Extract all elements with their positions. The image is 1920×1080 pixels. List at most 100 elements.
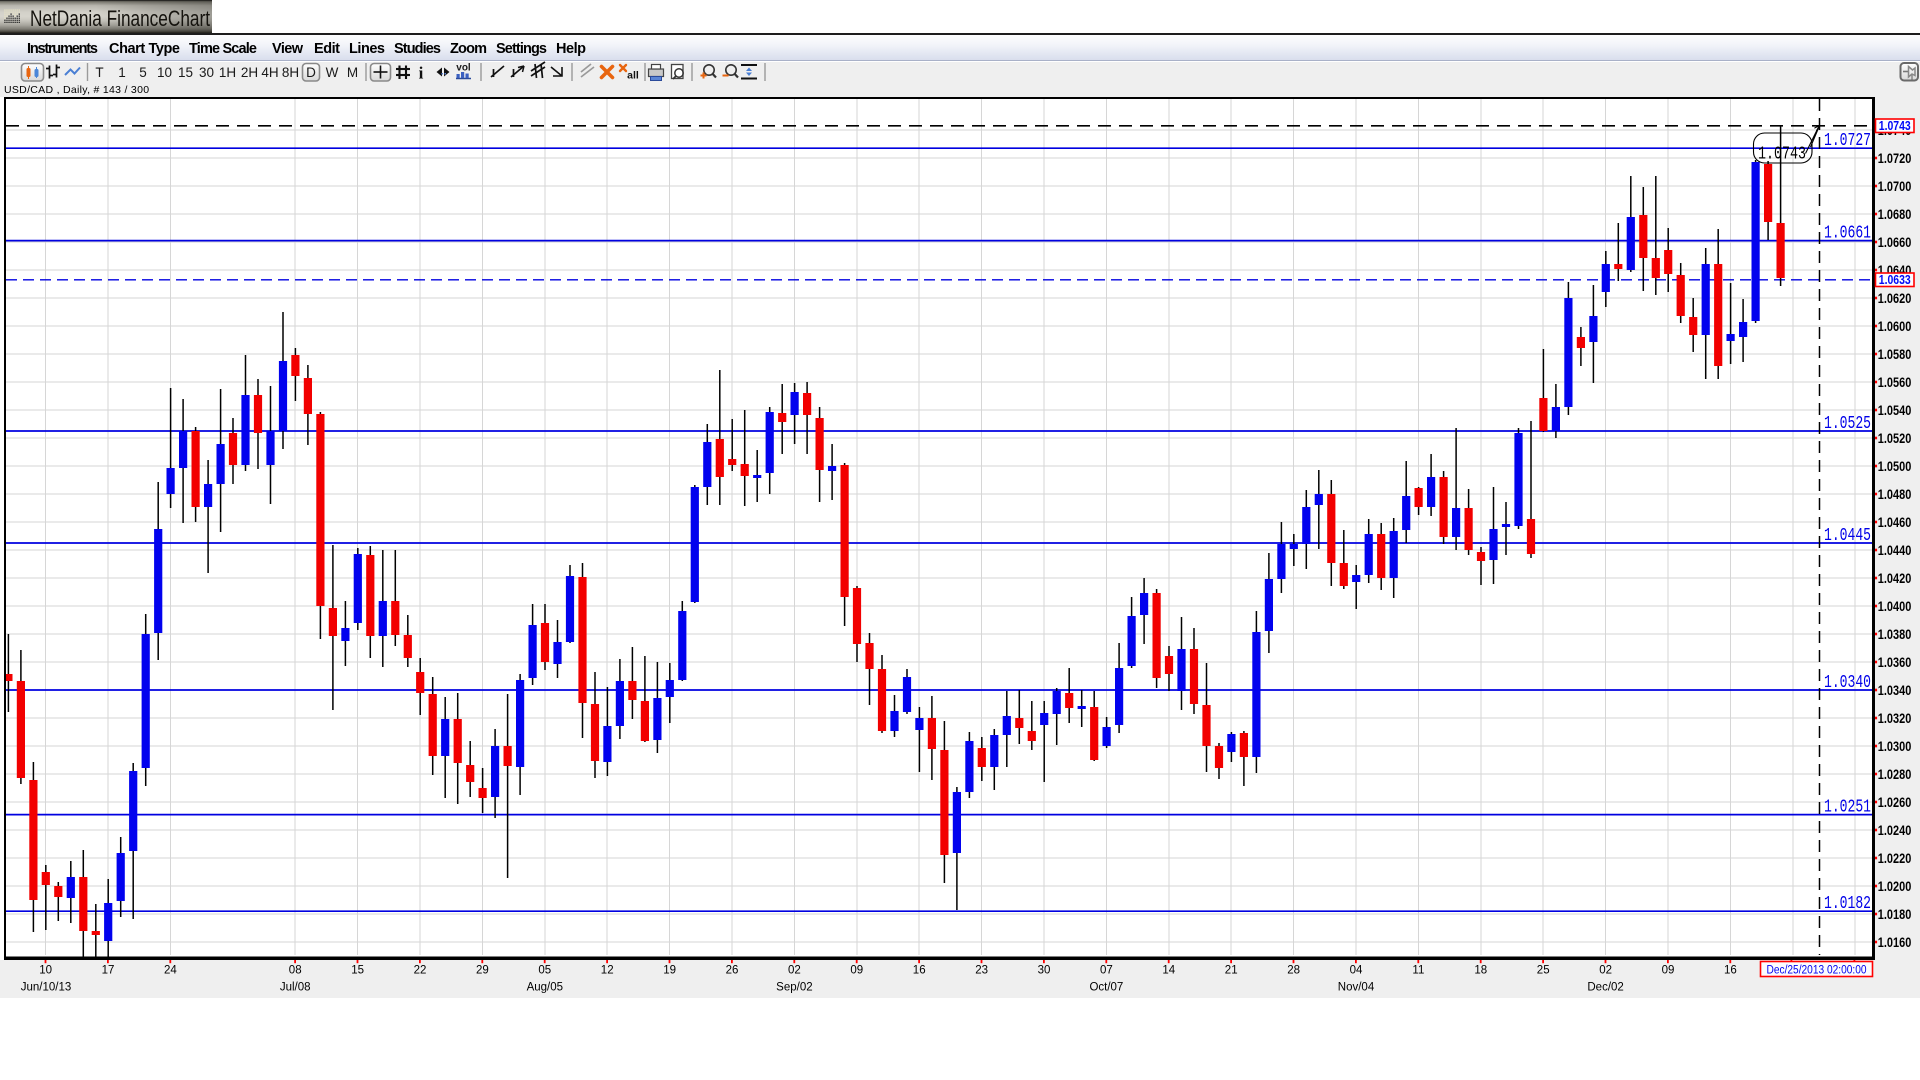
svg-text:23: 23: [975, 965, 988, 977]
svg-text:28: 28: [1287, 965, 1300, 977]
svg-text:25: 25: [1537, 965, 1550, 977]
svg-text:15: 15: [351, 965, 364, 977]
svg-text:M: M: [347, 65, 358, 80]
svg-text:1.0300: 1.0300: [1878, 739, 1912, 754]
svg-text:02: 02: [1599, 965, 1612, 977]
svg-text:D: D: [306, 65, 316, 80]
svg-text:Nov/04: Nov/04: [1338, 982, 1375, 994]
svg-text:1: 1: [118, 65, 126, 80]
svg-text:Instruments: Instruments: [27, 41, 98, 57]
svg-text:12: 12: [601, 965, 614, 977]
svg-text:W: W: [326, 65, 339, 80]
svg-text:05: 05: [538, 965, 551, 977]
svg-text:09: 09: [850, 965, 863, 977]
svg-text:1.0400: 1.0400: [1878, 599, 1912, 614]
svg-text:4H: 4H: [261, 65, 278, 80]
svg-text:1.0660: 1.0660: [1878, 235, 1912, 250]
svg-text:04: 04: [1350, 965, 1363, 977]
svg-text:1.0560: 1.0560: [1878, 375, 1912, 390]
svg-text:1.0280: 1.0280: [1878, 767, 1912, 782]
svg-text:1.0540: 1.0540: [1878, 403, 1912, 418]
svg-text:1.0520: 1.0520: [1878, 431, 1912, 446]
svg-text:Help: Help: [556, 41, 586, 57]
svg-text:Lines: Lines: [349, 41, 385, 57]
svg-text:1.0500: 1.0500: [1878, 459, 1912, 474]
svg-text:1.0580: 1.0580: [1878, 347, 1912, 362]
svg-text:i: i: [419, 64, 424, 83]
svg-text:1.0240: 1.0240: [1878, 823, 1912, 838]
svg-text:21: 21: [1225, 965, 1238, 977]
svg-text:1.0720: 1.0720: [1878, 151, 1912, 166]
svg-text:all: all: [627, 70, 639, 82]
svg-text:1.0460: 1.0460: [1878, 515, 1912, 530]
svg-text:5: 5: [139, 65, 147, 80]
svg-text:10: 10: [39, 965, 52, 977]
svg-text:1.0525: 1.0525: [1824, 414, 1871, 434]
svg-text:08: 08: [289, 965, 302, 977]
svg-text:1.0380: 1.0380: [1878, 627, 1912, 642]
svg-text:1.0620: 1.0620: [1878, 291, 1912, 306]
svg-text:1.0420: 1.0420: [1878, 571, 1912, 586]
svg-text:Aug/05: Aug/05: [527, 982, 563, 994]
svg-text:1.0700: 1.0700: [1878, 179, 1912, 194]
svg-text:2H: 2H: [241, 65, 258, 80]
svg-text:Oct/07: Oct/07: [1089, 982, 1123, 994]
svg-text:29: 29: [476, 965, 489, 977]
svg-text:1.0260: 1.0260: [1878, 795, 1912, 810]
svg-text:1.0180: 1.0180: [1878, 907, 1912, 922]
svg-text:1.0445: 1.0445: [1824, 526, 1871, 546]
svg-text:1.0680: 1.0680: [1878, 207, 1912, 222]
svg-text:Dec/02: Dec/02: [1587, 982, 1623, 994]
svg-text:19: 19: [663, 965, 676, 977]
svg-text:Chart Type: Chart Type: [109, 41, 180, 57]
svg-text:11: 11: [1412, 965, 1424, 977]
svg-text:vol: vol: [456, 63, 471, 74]
svg-text:15: 15: [178, 65, 193, 80]
svg-text:1.0480: 1.0480: [1878, 487, 1912, 502]
svg-text:17: 17: [102, 965, 115, 977]
svg-text:T: T: [95, 65, 103, 80]
svg-text:1.0320: 1.0320: [1878, 711, 1912, 726]
svg-text:Settings: Settings: [496, 41, 547, 57]
svg-text:1.0661: 1.0661: [1824, 224, 1871, 244]
svg-text:1.0440: 1.0440: [1878, 543, 1912, 558]
svg-text:1.0743: 1.0743: [1758, 144, 1806, 165]
svg-text:10: 10: [157, 65, 172, 80]
svg-text:Jul/08: Jul/08: [280, 982, 311, 994]
svg-text:1.0360: 1.0360: [1878, 655, 1912, 670]
svg-text:Time Scale: Time Scale: [189, 41, 257, 57]
svg-text:26: 26: [726, 965, 739, 977]
svg-text:16: 16: [913, 965, 926, 977]
svg-text:8H: 8H: [282, 65, 299, 80]
svg-text:1.0182: 1.0182: [1824, 894, 1871, 914]
svg-text:02: 02: [788, 965, 801, 977]
svg-text:30: 30: [1038, 965, 1051, 977]
svg-text:Sep/02: Sep/02: [776, 982, 812, 994]
svg-text:Studies: Studies: [394, 41, 441, 57]
svg-text:16: 16: [1724, 965, 1737, 977]
svg-text:1.0160: 1.0160: [1878, 935, 1912, 950]
svg-text:1.0633: 1.0633: [1879, 272, 1911, 287]
svg-text:NetDania FinanceChart: NetDania FinanceChart: [30, 6, 211, 31]
svg-text:1.0251: 1.0251: [1824, 798, 1871, 818]
svg-text:14: 14: [1162, 965, 1175, 977]
svg-text:Zoom: Zoom: [450, 41, 487, 57]
svg-text:1.0727: 1.0727: [1824, 131, 1871, 151]
svg-text:22: 22: [414, 965, 427, 977]
svg-text:1.0220: 1.0220: [1878, 851, 1912, 866]
svg-text:1.0600: 1.0600: [1878, 319, 1912, 334]
svg-text:09: 09: [1662, 965, 1675, 977]
svg-text:Edit: Edit: [314, 41, 340, 57]
svg-text:1.0200: 1.0200: [1878, 879, 1912, 894]
svg-text:Dec/25/2013 02:00:00: Dec/25/2013 02:00:00: [1767, 965, 1867, 977]
svg-text:18: 18: [1474, 965, 1487, 977]
svg-text:30: 30: [199, 65, 214, 80]
svg-text:View: View: [272, 41, 304, 57]
svg-text:1.0743: 1.0743: [1879, 118, 1911, 133]
svg-text:07: 07: [1100, 965, 1113, 977]
svg-text:Jun/10/13: Jun/10/13: [21, 982, 72, 994]
svg-text:1H: 1H: [219, 65, 236, 80]
svg-text:1.0340: 1.0340: [1878, 683, 1912, 698]
svg-text:24: 24: [164, 965, 177, 977]
svg-text:1.0340: 1.0340: [1824, 673, 1871, 693]
